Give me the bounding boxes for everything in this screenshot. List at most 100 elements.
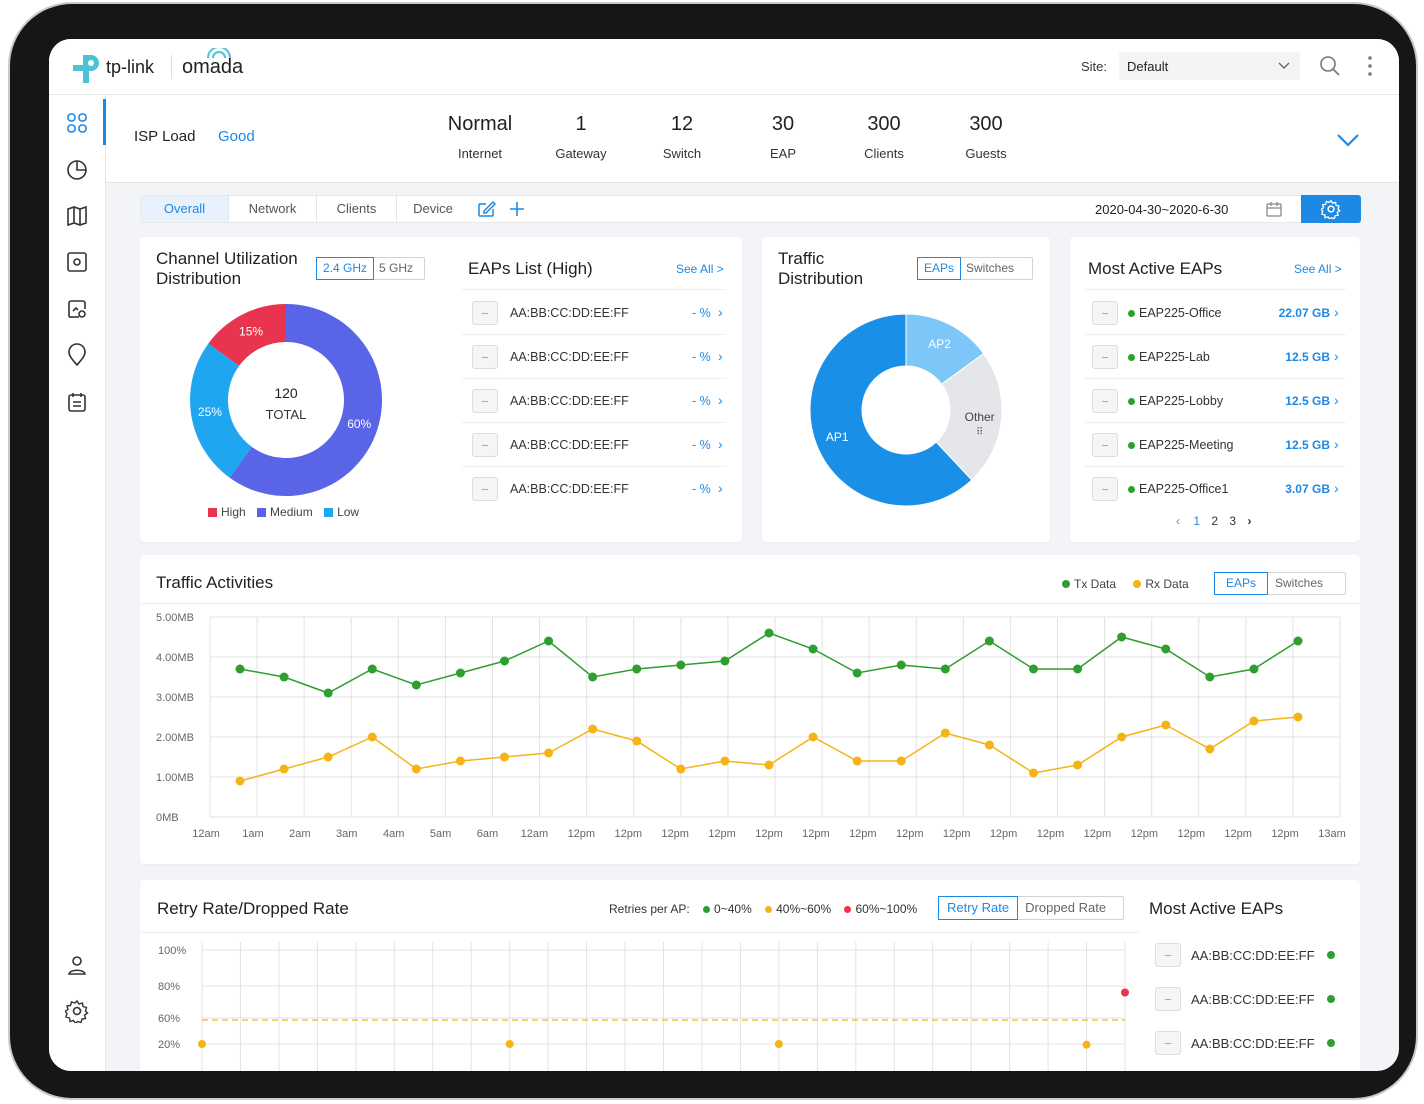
data-point[interactable]	[544, 748, 554, 758]
data-point[interactable]	[1029, 664, 1038, 674]
data-point[interactable]	[588, 672, 598, 682]
date-range[interactable]: 2020-04-30~2020-6-30	[1095, 202, 1229, 217]
next-page-button[interactable]: ›	[1247, 514, 1252, 528]
eaps-list-see-all[interactable]: See All >	[676, 262, 724, 276]
edit-icon[interactable]	[476, 199, 496, 219]
data-point[interactable]	[1117, 632, 1127, 642]
eap-mac[interactable]: AA:BB:CC:DD:EE:FF	[1191, 1036, 1315, 1051]
data-point[interactable]	[676, 764, 686, 774]
toggle-eaps[interactable]: EAPs	[917, 257, 962, 280]
more-icon[interactable]: ⠿	[976, 427, 983, 438]
eap-mac[interactable]: AA:BB:CC:DD:EE:FF	[510, 350, 629, 364]
eap-name[interactable]: EAP225-Meeting	[1128, 438, 1234, 452]
dashboard-settings-button[interactable]	[1301, 195, 1361, 223]
data-point[interactable]	[1293, 712, 1303, 722]
eap-mac[interactable]: AA:BB:CC:DD:EE:FF	[510, 394, 629, 408]
data-point[interactable]	[852, 668, 862, 678]
donut-slice-low[interactable]	[190, 343, 252, 478]
logs-icon[interactable]	[65, 390, 89, 414]
data-point[interactable]	[367, 732, 377, 742]
data-point[interactable]	[852, 756, 862, 766]
eap-name[interactable]: EAP225-Office	[1128, 306, 1221, 320]
data-point[interactable]	[505, 1040, 514, 1048]
data-point[interactable]	[940, 728, 950, 738]
data-point[interactable]	[774, 1040, 783, 1048]
tab-overall[interactable]: Overall	[141, 196, 229, 222]
toggle-retry-rate[interactable]: Retry Rate	[938, 896, 1019, 920]
data-point[interactable]	[588, 724, 598, 734]
page-2[interactable]: 2	[1211, 514, 1219, 528]
toggle-eaps[interactable]: EAPs	[1214, 572, 1269, 595]
stat-guests[interactable]: 300 Guests	[931, 113, 1041, 161]
data-point[interactable]	[720, 656, 730, 666]
data-point[interactable]	[500, 656, 509, 666]
data-point[interactable]	[279, 764, 289, 774]
data-point[interactable]	[1073, 760, 1083, 770]
tab-clients[interactable]: Clients	[317, 196, 397, 222]
data-point[interactable]	[1082, 1040, 1091, 1049]
data-point[interactable]	[984, 740, 994, 750]
data-point[interactable]	[323, 752, 333, 762]
add-icon[interactable]	[509, 201, 525, 217]
data-point[interactable]	[1121, 988, 1129, 997]
eap-mac[interactable]: AA:BB:CC:DD:EE:FF	[510, 438, 629, 452]
chevron-right-icon[interactable]: ›	[1334, 304, 1339, 320]
chevron-right-icon[interactable]: ›	[1334, 436, 1339, 452]
data-point[interactable]	[632, 664, 642, 674]
data-point[interactable]	[455, 756, 465, 766]
calendar-icon[interactable]	[1265, 200, 1283, 218]
eap-name[interactable]: EAP225-Lab	[1128, 350, 1210, 364]
data-point[interactable]	[1249, 664, 1259, 674]
data-point[interactable]	[1205, 744, 1215, 754]
tab-network[interactable]: Network	[229, 196, 317, 222]
more-vertical-icon[interactable]	[1367, 56, 1373, 76]
chevron-right-icon[interactable]: ›	[1334, 480, 1339, 496]
location-pin-icon[interactable]	[65, 343, 89, 367]
chevron-right-icon[interactable]: ›	[718, 348, 723, 364]
data-point[interactable]	[764, 628, 774, 638]
data-point[interactable]	[198, 1040, 206, 1048]
data-point[interactable]	[632, 736, 642, 746]
stat-eap[interactable]: 30 EAP	[728, 113, 838, 161]
dashboard-icon[interactable]	[65, 111, 89, 135]
data-point[interactable]	[544, 636, 554, 646]
data-point[interactable]	[1249, 716, 1259, 726]
data-point[interactable]	[455, 668, 465, 678]
eap-name[interactable]: EAP225-Lobby	[1128, 394, 1223, 408]
data-point[interactable]	[1161, 644, 1171, 654]
data-point[interactable]	[1293, 636, 1303, 646]
most-active-see-all[interactable]: See All >	[1294, 262, 1342, 276]
chevron-right-icon[interactable]: ›	[718, 392, 723, 408]
donut-slice-medium[interactable]	[229, 304, 382, 496]
toggle-dropped-rate[interactable]: Dropped Rate	[1025, 900, 1107, 915]
map-icon[interactable]	[65, 204, 89, 228]
search-icon[interactable]	[1319, 55, 1341, 77]
data-point[interactable]	[323, 688, 333, 698]
chevron-right-icon[interactable]: ›	[1334, 392, 1339, 408]
data-point[interactable]	[720, 756, 730, 766]
stat-switch[interactable]: 12 Switch	[627, 113, 737, 161]
data-point[interactable]	[279, 672, 289, 682]
data-point[interactable]	[500, 752, 509, 762]
account-icon[interactable]	[65, 953, 89, 977]
donut-slice-high[interactable]	[208, 304, 286, 366]
data-point[interactable]	[1205, 672, 1215, 682]
data-point[interactable]	[896, 756, 906, 766]
data-point[interactable]	[367, 664, 377, 674]
data-point[interactable]	[1073, 664, 1083, 674]
data-point[interactable]	[896, 660, 906, 670]
toggle-switches[interactable]: Switches	[1275, 576, 1324, 590]
site-select[interactable]: Default	[1119, 52, 1300, 80]
band-5ghz[interactable]: 5 GHz	[379, 261, 414, 275]
data-point[interactable]	[940, 664, 950, 674]
stat-internet[interactable]: Normal Internet	[425, 113, 535, 161]
insight-icon[interactable]	[65, 297, 89, 321]
tab-device[interactable]: Device	[413, 201, 453, 216]
data-point[interactable]	[984, 636, 994, 646]
data-point[interactable]	[411, 680, 421, 690]
data-point[interactable]	[235, 664, 245, 674]
band-24ghz[interactable]: 2.4 GHz	[316, 257, 375, 280]
eap-mac[interactable]: AA:BB:CC:DD:EE:FF	[510, 306, 629, 320]
prev-page-button[interactable]: ‹	[1176, 514, 1180, 528]
devices-icon[interactable]	[65, 250, 89, 274]
